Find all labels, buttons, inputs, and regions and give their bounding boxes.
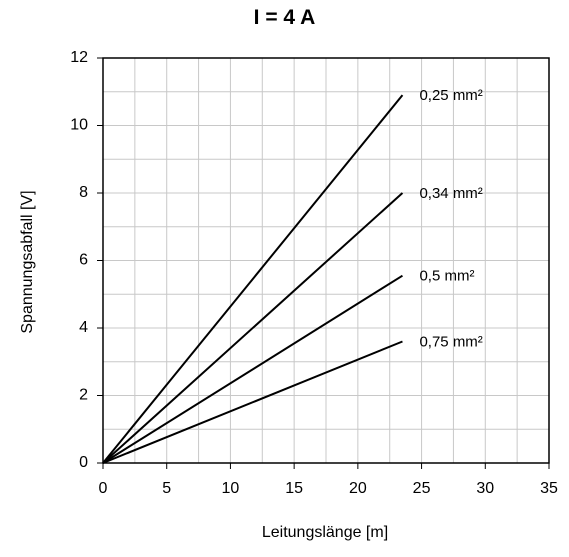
series-label: 0,25 mm²: [419, 87, 482, 104]
x-tick-label: 0: [99, 480, 108, 497]
series-label: 0,34 mm²: [419, 185, 482, 202]
y-tick-label: 12: [70, 49, 88, 66]
series-line-1: [102, 94, 404, 464]
y-tick-label: 2: [79, 387, 88, 404]
x-tick-label: 15: [285, 480, 303, 497]
x-tick-label: 35: [540, 480, 558, 497]
y-tick-label: 6: [79, 252, 88, 269]
x-tick-label: 10: [222, 480, 240, 497]
y-tick-label: 0: [79, 454, 88, 471]
x-tick-label: 5: [162, 480, 171, 497]
series-line-4: [102, 340, 403, 464]
y-axis-label: Spannungsabfall [V]: [19, 190, 36, 334]
y-tick-label: 8: [79, 184, 88, 201]
series-label: 0,5 mm²: [419, 268, 474, 285]
x-tick-label: 30: [476, 480, 494, 497]
y-tick-label: 4: [79, 319, 88, 336]
series-label: 0,75 mm²: [419, 333, 482, 350]
chart-title: I = 4 A: [253, 6, 316, 29]
series-line-3: [102, 274, 403, 464]
x-tick-label: 25: [413, 480, 431, 497]
x-axis-label: Leitungslänge [m]: [261, 524, 389, 541]
y-tick-label: 10: [70, 117, 88, 134]
x-tick-label: 20: [349, 480, 367, 497]
series-line-2: [102, 192, 404, 464]
